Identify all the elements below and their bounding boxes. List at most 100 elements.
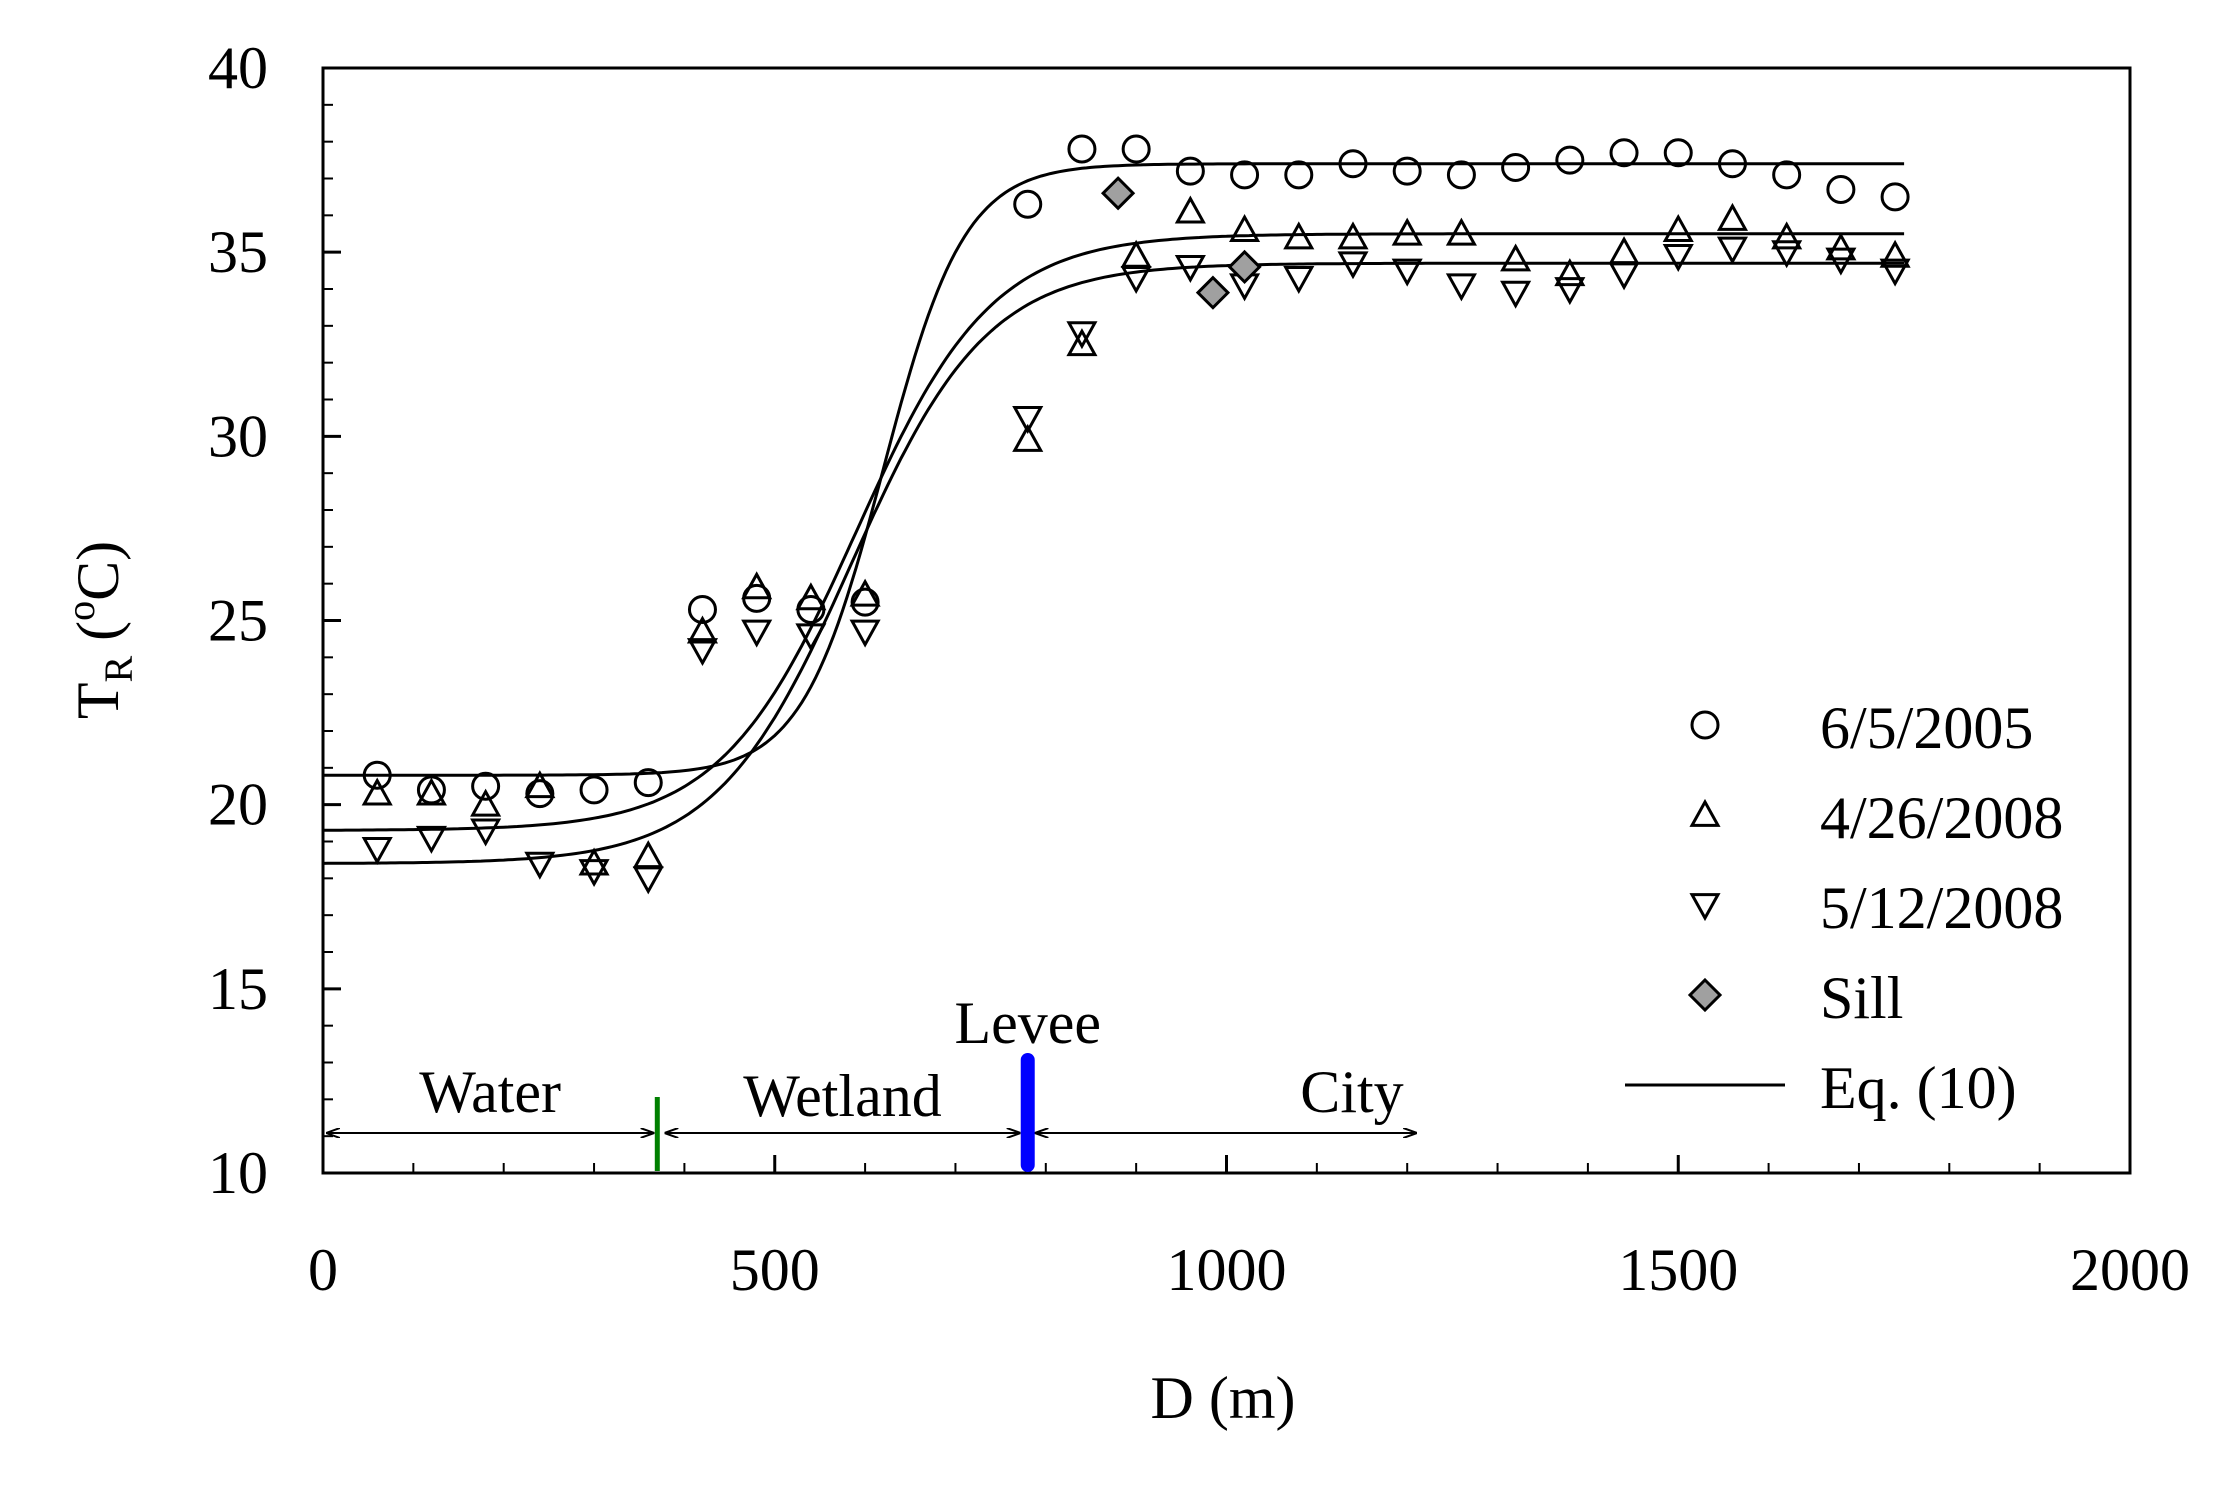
point-6-5-2005: [687, 594, 717, 624]
y-tick-label: 35: [208, 219, 268, 285]
legend-symbol-6-5-2005: [1690, 710, 1720, 740]
point-4-26-2008: [849, 578, 881, 607]
point-6-5-2005: [1230, 160, 1260, 190]
point-4-26-2008: [1608, 236, 1640, 265]
point-6-5-2005: [1338, 149, 1368, 179]
point-4-26-2008: [1879, 239, 1911, 268]
fit-line-1: [323, 162, 1905, 777]
point-6-5-2005: [362, 760, 392, 790]
point-5-12-2008: [1445, 273, 1477, 302]
point-6-5-2005: [1717, 149, 1747, 179]
point-5-12-2008: [1174, 255, 1206, 283]
point-5-12-2008: [415, 825, 447, 854]
point-4-26-2008: [361, 777, 393, 806]
point-6-5-2005: [1392, 156, 1422, 186]
point-6-5-2005: [1067, 134, 1097, 164]
legend-label-6-5-2005: 6/5/2005: [1820, 695, 2033, 761]
axis-ticks: [321, 66, 2132, 1175]
point-6-5-2005: [850, 587, 880, 617]
point-4-26-2008: [1229, 213, 1261, 242]
point-5-12-2008: [1066, 321, 1098, 350]
point-5-12-2008: [524, 851, 556, 880]
wetland-label: Wetland: [743, 1063, 941, 1129]
point-6-5-2005: [579, 775, 609, 805]
fit-line-2: [323, 232, 1905, 832]
x-tick-label: 500: [730, 1237, 820, 1303]
data-markers: [361, 134, 1911, 895]
point-4-26-2008: [415, 777, 447, 806]
point-4-26-2008: [1771, 221, 1803, 250]
y-label-main: T: [65, 683, 131, 720]
point-4-26-2008: [741, 571, 773, 600]
point-6-5-2005: [525, 779, 555, 809]
point-5-12-2008: [849, 619, 881, 648]
y-label-open: (: [65, 621, 131, 656]
x-tick-label: 1500: [1618, 1237, 1738, 1303]
point-4-26-2008: [1066, 328, 1098, 357]
water-label: Water: [419, 1059, 561, 1125]
city-label: City: [1300, 1059, 1403, 1125]
point-4-26-2008: [1012, 423, 1044, 452]
point-4-26-2008: [1445, 217, 1477, 246]
point-6-5-2005: [1555, 145, 1585, 175]
fit-line-3: [322, 261, 1905, 865]
point-5-12-2008: [470, 818, 502, 847]
point-4-26-2008: [1662, 213, 1694, 242]
legend-label-sill: Sill: [1820, 965, 1903, 1031]
legend-label-4-26-2008: 4/26/2008: [1820, 785, 2063, 851]
point-4-26-2008: [1716, 202, 1749, 231]
y-tick-label: 40: [208, 35, 268, 101]
point-5-12-2008: [1554, 277, 1586, 306]
levee-label: Levee: [954, 990, 1101, 1056]
x-tick-label: 1000: [1167, 1237, 1287, 1303]
point-6-5-2005: [1121, 134, 1151, 164]
point-4-26-2008: [1337, 221, 1369, 250]
point-5-12-2008: [361, 836, 393, 865]
point-4-26-2008: [1500, 243, 1532, 272]
x-tick-label: 2000: [2070, 1237, 2190, 1303]
point-sill: [1195, 275, 1231, 310]
point-4-26-2008: [1391, 217, 1423, 246]
point-5-12-2008: [578, 859, 610, 888]
x-axis-label: D (m): [1151, 1365, 1296, 1431]
y-tick-label: 15: [208, 956, 268, 1022]
point-4-26-2008: [1554, 258, 1586, 287]
legend: 6/5/2005 4/26/2008 5/12/2008 Sill Eq. (1…: [1625, 695, 2063, 1121]
point-5-12-2008: [1337, 251, 1369, 280]
point-5-12-2008: [741, 619, 773, 648]
y-axis-label: TR (oC): [58, 541, 141, 719]
point-5-12-2008: [1879, 258, 1911, 287]
y-label-close: C): [65, 541, 131, 601]
point-5-12-2008: [632, 866, 664, 895]
point-5-12-2008: [1608, 262, 1640, 291]
point-4-26-2008: [1825, 232, 1857, 261]
point-5-12-2008: [1120, 266, 1152, 295]
x-tick-label: 0: [308, 1237, 338, 1303]
point-6-5-2005: [1880, 182, 1910, 212]
point-6-5-2005: [1501, 152, 1531, 182]
point-6-5-2005: [471, 771, 501, 801]
y-tick-label: 10: [208, 1140, 268, 1206]
point-6-5-2005: [1826, 175, 1856, 205]
legend-label-5-12-2008: 5/12/2008: [1820, 875, 2063, 941]
point-4-26-2008: [578, 847, 610, 876]
point-6-5-2005: [1284, 160, 1314, 190]
legend-symbol-4-26-2008: [1689, 798, 1721, 827]
point-4-26-2008: [470, 788, 502, 817]
point-6-5-2005: [633, 768, 663, 798]
point-4-26-2008: [1120, 239, 1152, 268]
point-6-5-2005: [1175, 156, 1205, 186]
point-5-12-2008: [1283, 266, 1315, 295]
point-5-12-2008: [1500, 280, 1532, 309]
tick-labels: 0 500 1000 1500 2000 10 15 20 25 30 35 40: [208, 35, 2190, 1303]
point-5-12-2008: [1662, 243, 1694, 272]
point-6-5-2005: [1772, 160, 1802, 190]
y-label-sub: R: [96, 656, 141, 683]
point-5-12-2008: [686, 638, 719, 667]
fit-lines: [322, 162, 1905, 865]
legend-symbol-5-12-2008: [1689, 893, 1721, 922]
point-sill: [1100, 176, 1136, 211]
point-5-12-2008: [1771, 240, 1803, 269]
point-6-5-2005: [1013, 189, 1043, 219]
